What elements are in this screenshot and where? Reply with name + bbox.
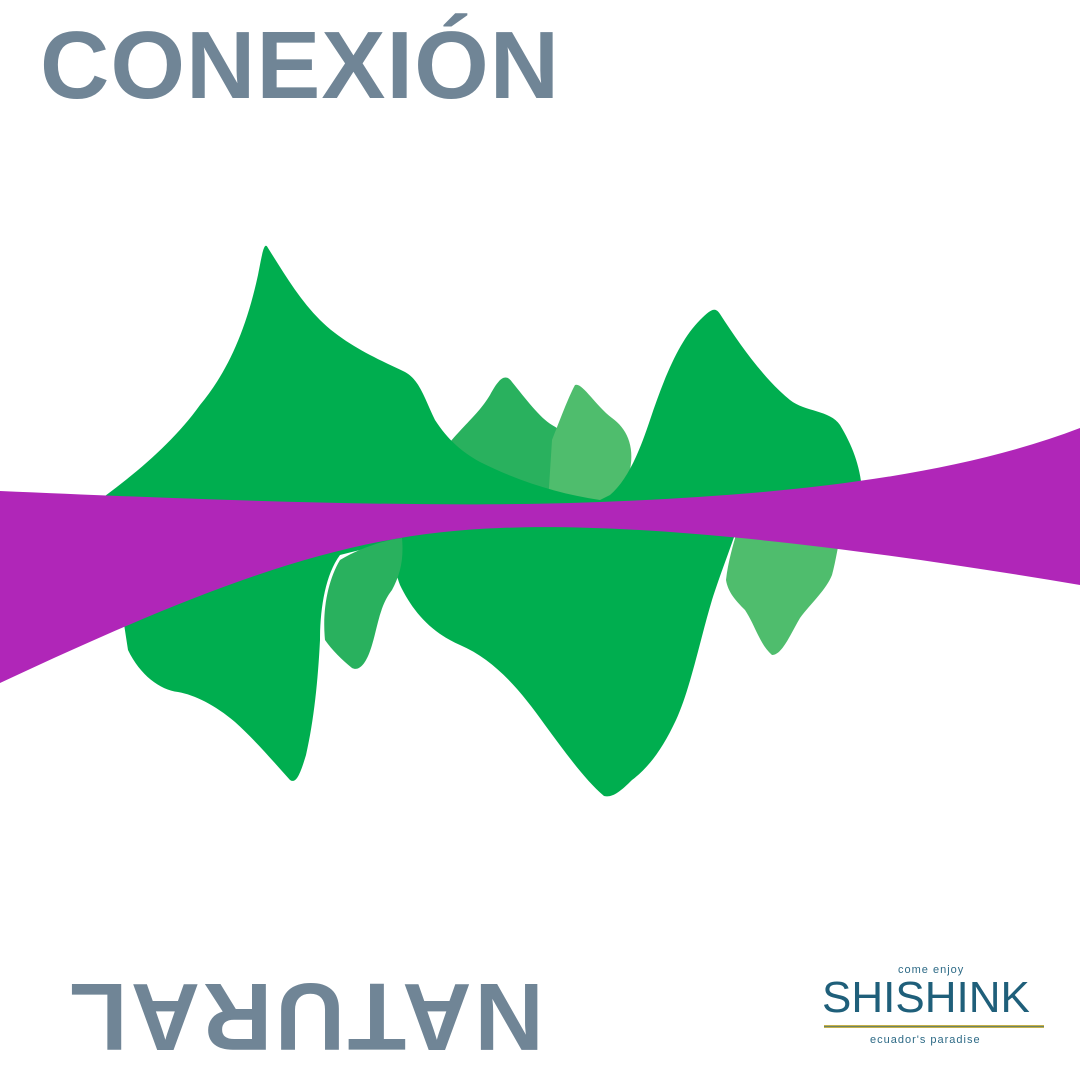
shishink-logo: come enjoy SHISHINK ecuador's paradise [818,962,1050,1058]
mountain-reflection-left-shade [324,538,403,669]
logo-tagline-bottom: ecuador's paradise [870,1034,981,1046]
mountain-secondary-peak-right [548,384,632,503]
logo-underline-rule [824,1025,1044,1028]
headline-conexion: CONEXIÓN [40,12,561,119]
mountain-reflection-right-shade [726,528,842,655]
mountain-main-range-upper [105,245,862,510]
magenta-ribbon [0,428,1080,683]
logo-wordmark: SHISHINK [822,973,1030,1022]
mountain-main-range-lower [108,520,740,797]
logo-tagline-top: come enjoy [898,964,965,976]
headline-natural-mirrored: NATURAL [66,963,544,1070]
